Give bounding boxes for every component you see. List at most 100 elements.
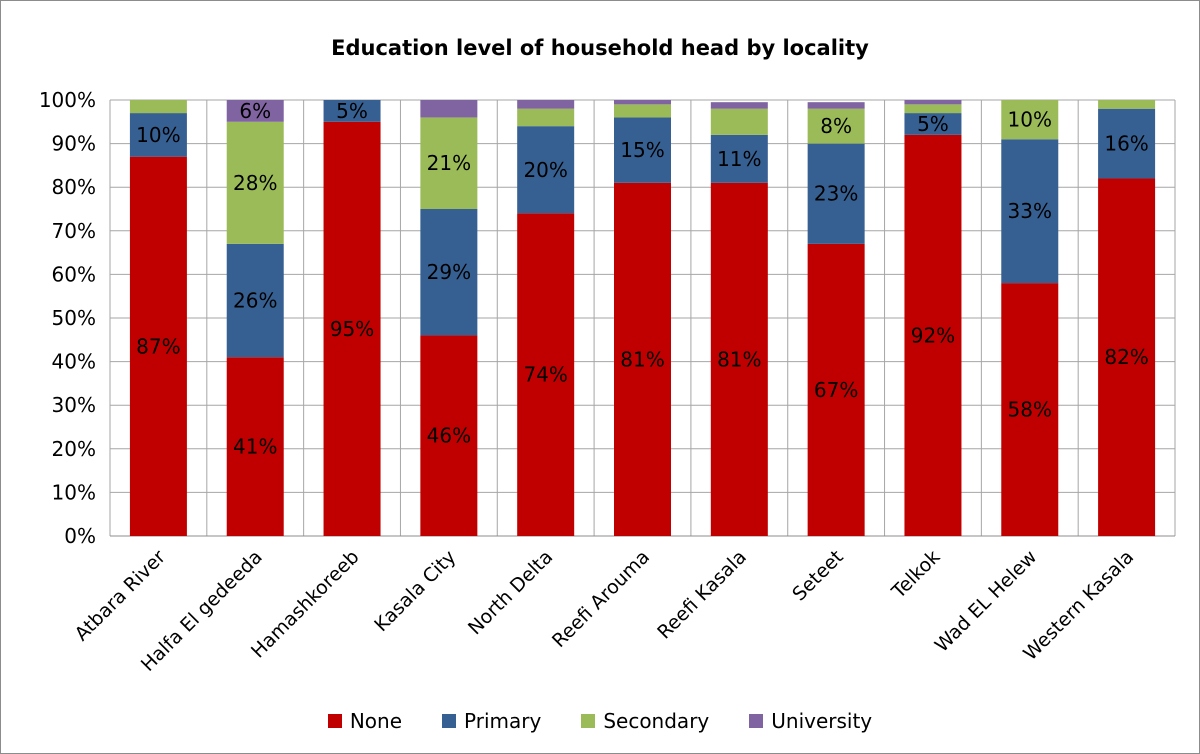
legend-swatch — [749, 714, 764, 728]
legend-item-primary: Primary — [442, 709, 541, 733]
data-label: 10% — [136, 123, 180, 147]
y-tick-label: 80% — [52, 175, 96, 199]
bar-segment-university — [517, 100, 575, 109]
data-label: 6% — [239, 99, 271, 123]
x-tick-label: Seteet — [788, 546, 847, 605]
y-tick-label: 40% — [52, 350, 96, 374]
bar-segment-none — [323, 121, 381, 537]
data-label: 11% — [717, 147, 761, 171]
x-tick-label: Telkok — [887, 546, 944, 603]
bar-segment-university — [420, 100, 478, 118]
legend-item-secondary: Secondary — [581, 709, 709, 733]
data-label: 21% — [427, 151, 471, 175]
chart-title: Education level of household head by loc… — [331, 36, 869, 60]
data-label: 8% — [820, 114, 852, 138]
bar-segment-primary — [710, 134, 768, 183]
data-label: 16% — [1104, 132, 1148, 156]
data-label: 81% — [620, 347, 664, 371]
bar-segment-primary — [129, 113, 187, 157]
bar-segment-primary — [226, 243, 284, 358]
bar-segment-secondary — [517, 108, 575, 127]
bar-segment-none — [129, 156, 187, 536]
bar-segment-university — [710, 102, 768, 109]
legend-item-none: None — [327, 709, 403, 733]
data-label: 10% — [1008, 108, 1052, 132]
data-label: 95% — [330, 317, 374, 341]
data-label: 29% — [427, 260, 471, 284]
data-label: 33% — [1008, 199, 1052, 223]
x-tick-label: Atbara River — [71, 546, 171, 646]
y-tick-label: 60% — [52, 262, 96, 286]
bar-segment-primary — [517, 126, 575, 214]
bar-segment-secondary — [420, 117, 478, 209]
bar-segment-none — [517, 213, 575, 537]
legend-label: Primary — [464, 709, 542, 733]
y-tick-label: 10% — [52, 480, 96, 504]
data-label: 15% — [620, 138, 664, 162]
bar-segment-primary — [614, 117, 671, 183]
bar-segment-secondary — [129, 100, 187, 114]
y-tick-label: 30% — [52, 393, 96, 417]
data-label: 5% — [917, 112, 949, 136]
data-label: 20% — [523, 158, 567, 182]
bar-segment-primary — [807, 143, 865, 244]
data-label: 5% — [336, 99, 368, 123]
data-label: 23% — [814, 182, 858, 206]
legend-swatch — [581, 714, 596, 728]
bar-segment-secondary — [1001, 100, 1059, 140]
bar-segment-secondary — [226, 121, 284, 244]
data-label: 26% — [233, 289, 277, 313]
x-tick-label: Reefi Kasala — [653, 546, 751, 644]
data-label: 41% — [233, 435, 277, 459]
bar-segment-primary — [904, 113, 962, 135]
legend-swatch — [442, 714, 457, 728]
legend-swatch — [327, 714, 342, 728]
bar-segment-primary — [323, 100, 381, 122]
data-label: 81% — [717, 347, 761, 371]
bar-segment-none — [1098, 178, 1156, 537]
data-label: 74% — [523, 363, 567, 387]
data-label: 67% — [814, 378, 858, 402]
legend-label: None — [349, 709, 403, 733]
bar-segment-none — [807, 243, 865, 536]
bar-segment-secondary — [710, 108, 768, 135]
bar-segment-secondary — [807, 108, 865, 144]
data-label: 46% — [427, 424, 471, 448]
bar-segment-secondary — [1098, 100, 1156, 109]
data-label: 82% — [1104, 345, 1148, 369]
bar-segment-university — [614, 100, 671, 105]
y-tick-label: 0% — [64, 524, 96, 548]
bar-segment-university — [904, 100, 962, 105]
bar-segment-primary — [1001, 139, 1059, 284]
bar-segment-university — [226, 100, 284, 122]
bar-segment-university — [807, 102, 865, 109]
data-label: 28% — [233, 171, 277, 195]
bar-segment-none — [710, 182, 768, 536]
legend-label: Secondary — [603, 709, 710, 733]
bar-segment-none — [904, 134, 962, 536]
legend-item-university: University — [749, 709, 872, 733]
data-label: 92% — [911, 323, 955, 347]
y-tick-label: 50% — [52, 306, 96, 330]
bar-segment-none — [226, 357, 284, 536]
bar-segment-none — [1001, 283, 1059, 536]
legend-label: University — [771, 709, 873, 733]
bar-segment-secondary — [614, 104, 671, 118]
legend: None Primary Secondary University — [0, 706, 1200, 736]
y-tick-label: 90% — [52, 132, 96, 156]
x-tick-label: Wad EL Helew — [931, 546, 1042, 657]
bar-segment-secondary — [904, 104, 962, 114]
bar-segment-none — [614, 182, 671, 536]
bar-segment-primary — [1098, 108, 1156, 179]
x-tick-label: Kasala City — [370, 546, 460, 636]
y-tick-label: 20% — [52, 437, 96, 461]
y-tick-label: 100% — [39, 88, 96, 112]
data-label: 87% — [136, 334, 180, 358]
y-tick-label: 70% — [52, 219, 96, 243]
x-tick-label: North Delta — [464, 546, 557, 639]
data-label: 58% — [1008, 398, 1052, 422]
x-tick-label: Reefi Arouma — [548, 546, 654, 652]
bar-segment-primary — [420, 209, 478, 336]
